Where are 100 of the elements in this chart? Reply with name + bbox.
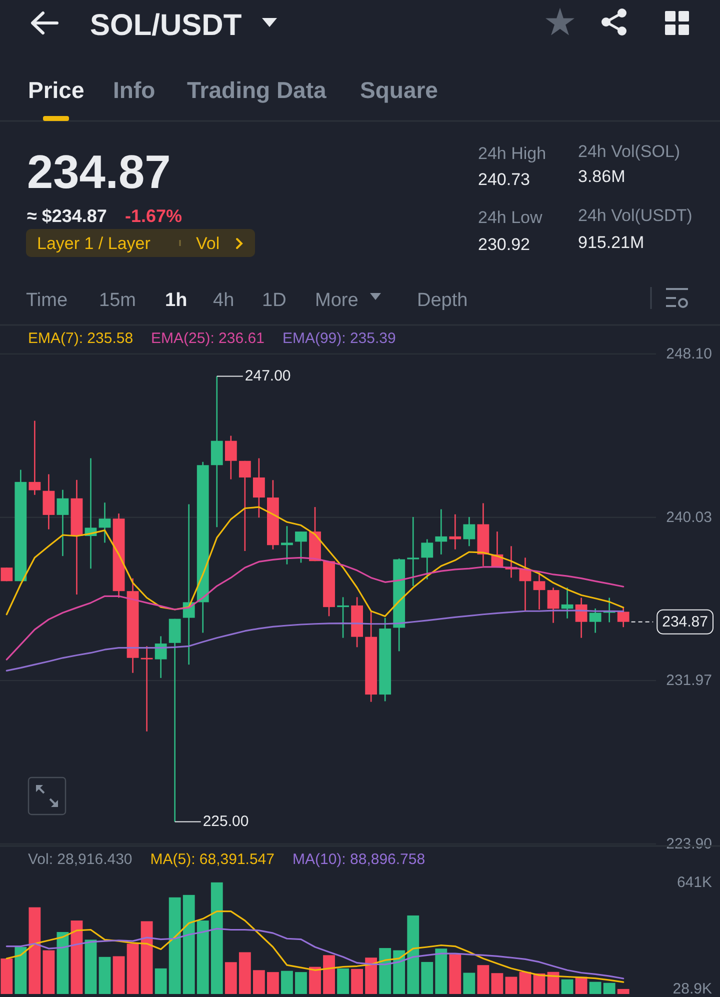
y-tick-label: 248.10 (666, 345, 712, 362)
candlestick (463, 516, 476, 547)
bar (84, 940, 97, 994)
text: EMA(7): 235.58 (28, 330, 134, 347)
y-tick-label: 641K (676, 874, 712, 891)
y-tick-label: 28.9K (672, 980, 712, 997)
text: Price (28, 77, 84, 103)
text: ≈ $234.87 (27, 206, 107, 226)
candlestick (435, 508, 448, 556)
candlestick (238, 460, 251, 552)
bar (477, 965, 490, 994)
candlestick (56, 489, 69, 557)
text: 234.87 (27, 145, 171, 198)
candlestick (0, 566, 13, 582)
bar (252, 970, 265, 994)
bar (561, 979, 574, 994)
bar (70, 920, 83, 994)
candlestick (295, 530, 307, 564)
candlestick (589, 608, 602, 634)
bar (140, 921, 153, 994)
line-series (6, 928, 624, 980)
bar (589, 982, 602, 994)
candlestick (575, 597, 588, 639)
bar (210, 882, 223, 994)
text: Info (113, 77, 156, 103)
bar (182, 894, 195, 994)
text: SOL/USDT (90, 9, 242, 42)
annotation: 225.00 (202, 813, 249, 830)
text: 3.86M (578, 167, 626, 186)
text: 1h (165, 290, 188, 311)
candlestick (337, 596, 349, 639)
annotation: 247.00 (244, 368, 291, 385)
bar (449, 954, 462, 994)
text: More (315, 290, 358, 311)
text: 24h High (478, 144, 546, 163)
candlestick (533, 572, 546, 610)
bar (42, 950, 55, 994)
text: Trading Data (187, 77, 327, 103)
candlestick (224, 435, 237, 480)
bar (463, 972, 476, 994)
bar (519, 972, 532, 994)
bar (154, 968, 167, 994)
bar (196, 920, 209, 994)
text: 4h (213, 290, 234, 311)
bar (351, 968, 364, 994)
candlestick (407, 516, 420, 587)
bar (421, 962, 434, 994)
candlestick (140, 646, 153, 732)
text: 24h Vol(SOL) (578, 142, 680, 161)
text: Time (26, 290, 68, 311)
candlestick (561, 586, 574, 620)
candlestick (421, 538, 434, 580)
bar (365, 958, 378, 994)
text: EMA(99): 235.39 (282, 330, 396, 347)
text: MA(10): 88,896.758 (292, 851, 426, 868)
candlestick (98, 502, 111, 544)
candlestick (252, 458, 265, 518)
text: 230.92 (478, 235, 530, 254)
bar (407, 915, 420, 994)
bar (126, 944, 139, 994)
bar (295, 972, 307, 994)
text: EMA(25): 236.61 (151, 330, 264, 347)
bar (379, 948, 392, 994)
y-tick-label: 231.97 (666, 672, 712, 690)
bar (266, 972, 279, 994)
bar (617, 988, 630, 994)
text: 240.73 (478, 170, 530, 189)
bar (238, 952, 251, 994)
bar (281, 970, 293, 994)
bar (98, 956, 111, 994)
text: MA(5): 68,391.547 (150, 851, 275, 868)
text: 234.87 (662, 613, 708, 630)
bar (337, 968, 349, 994)
text: Layer 1 / Layer (37, 234, 151, 253)
bar (393, 950, 406, 994)
bar (323, 955, 335, 994)
bar (14, 946, 27, 994)
candlestick (617, 606, 630, 628)
text: Depth (417, 290, 468, 311)
bar (112, 956, 125, 994)
bar (505, 976, 518, 994)
text: -1.67% (125, 206, 182, 226)
bar (435, 948, 448, 994)
text: 1D (262, 290, 286, 311)
text: Vol (196, 234, 220, 253)
text: 24h Low (478, 208, 543, 227)
bar (0, 958, 13, 994)
y-tick-label: 240.03 (666, 508, 712, 526)
candlestick (28, 420, 41, 496)
line-series (6, 506, 624, 617)
text: 15m (99, 290, 136, 311)
candlestick (547, 586, 560, 624)
bar (56, 932, 69, 994)
chart-title: Vol: 28,916.430 (28, 851, 132, 868)
bar (603, 982, 616, 994)
bar (309, 966, 321, 994)
candlestick (154, 636, 167, 679)
text: 915.21M (578, 233, 644, 252)
candlestick (281, 525, 293, 565)
text: 24h Vol(USDT) (578, 206, 692, 225)
